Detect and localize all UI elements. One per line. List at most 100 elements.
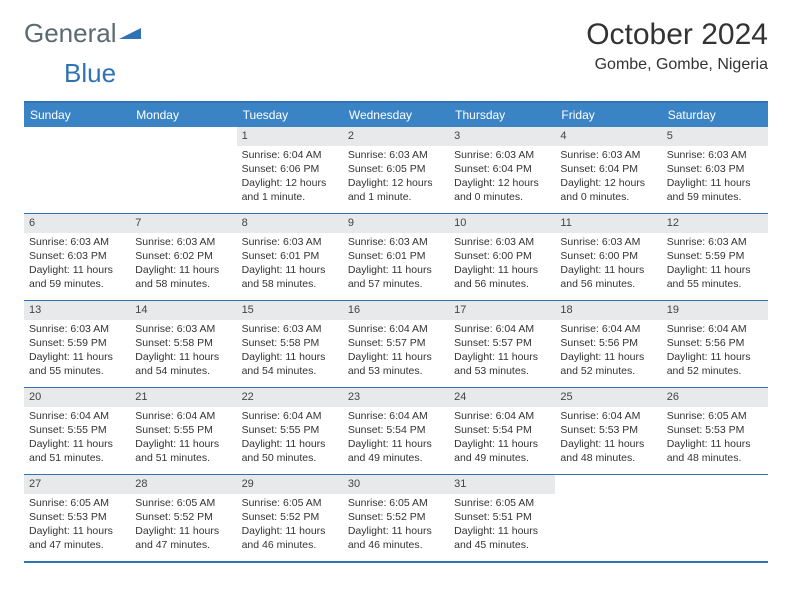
daylight-line: Daylight: 11 hours and 51 minutes. <box>135 437 231 465</box>
logo-text-blue: Blue <box>64 58 116 89</box>
daylight-line: Daylight: 11 hours and 49 minutes. <box>454 437 550 465</box>
sunrise-line: Sunrise: 6:03 AM <box>242 322 338 336</box>
day-number: 20 <box>24 388 130 407</box>
cell-body: Sunrise: 6:05 AMSunset: 5:53 PMDaylight:… <box>662 407 768 470</box>
week-row: 6Sunrise: 6:03 AMSunset: 6:03 PMDaylight… <box>24 213 768 300</box>
sunset-line: Sunset: 6:02 PM <box>135 249 231 263</box>
sunrise-line: Sunrise: 6:03 AM <box>29 322 125 336</box>
day-number: 16 <box>343 301 449 320</box>
day-number: 25 <box>555 388 661 407</box>
sunset-line: Sunset: 5:52 PM <box>348 510 444 524</box>
sunrise-line: Sunrise: 6:05 AM <box>667 409 763 423</box>
daylight-line: Daylight: 11 hours and 52 minutes. <box>667 350 763 378</box>
sunrise-line: Sunrise: 6:04 AM <box>348 409 444 423</box>
calendar-cell: 19Sunrise: 6:04 AMSunset: 5:56 PMDayligh… <box>662 301 768 387</box>
sunrise-line: Sunrise: 6:03 AM <box>667 148 763 162</box>
sunrise-line: Sunrise: 6:03 AM <box>667 235 763 249</box>
sunset-line: Sunset: 6:03 PM <box>667 162 763 176</box>
calendar-cell: 1Sunrise: 6:04 AMSunset: 6:06 PMDaylight… <box>237 127 343 213</box>
cell-body: Sunrise: 6:04 AMSunset: 5:56 PMDaylight:… <box>662 320 768 383</box>
day-number: 9 <box>343 214 449 233</box>
cell-body: Sunrise: 6:03 AMSunset: 5:58 PMDaylight:… <box>130 320 236 383</box>
sunrise-line: Sunrise: 6:03 AM <box>242 235 338 249</box>
day-header-cell: Sunday <box>24 103 130 127</box>
day-header-cell: Wednesday <box>343 103 449 127</box>
logo-text-general: General <box>24 18 117 49</box>
day-number: 4 <box>555 127 661 146</box>
day-number: 1 <box>237 127 343 146</box>
sunset-line: Sunset: 5:55 PM <box>135 423 231 437</box>
calendar-cell <box>24 127 130 213</box>
sunrise-line: Sunrise: 6:05 AM <box>135 496 231 510</box>
cell-body: Sunrise: 6:03 AMSunset: 6:04 PMDaylight:… <box>449 146 555 209</box>
daylight-line: Daylight: 11 hours and 58 minutes. <box>242 263 338 291</box>
sunset-line: Sunset: 5:53 PM <box>29 510 125 524</box>
sunset-line: Sunset: 5:53 PM <box>560 423 656 437</box>
sunset-line: Sunset: 6:01 PM <box>242 249 338 263</box>
sunrise-line: Sunrise: 6:03 AM <box>454 148 550 162</box>
calendar-cell: 2Sunrise: 6:03 AMSunset: 6:05 PMDaylight… <box>343 127 449 213</box>
sunset-line: Sunset: 5:58 PM <box>242 336 338 350</box>
cell-body: Sunrise: 6:05 AMSunset: 5:52 PMDaylight:… <box>130 494 236 557</box>
day-header-cell: Saturday <box>662 103 768 127</box>
calendar-cell <box>130 127 236 213</box>
sunrise-line: Sunrise: 6:03 AM <box>29 235 125 249</box>
day-number: 11 <box>555 214 661 233</box>
daylight-line: Daylight: 11 hours and 55 minutes. <box>29 350 125 378</box>
sunset-line: Sunset: 5:54 PM <box>348 423 444 437</box>
sunrise-line: Sunrise: 6:04 AM <box>560 322 656 336</box>
calendar-cell: 3Sunrise: 6:03 AMSunset: 6:04 PMDaylight… <box>449 127 555 213</box>
sunset-line: Sunset: 6:03 PM <box>29 249 125 263</box>
daylight-line: Daylight: 11 hours and 46 minutes. <box>242 524 338 552</box>
calendar-cell: 25Sunrise: 6:04 AMSunset: 5:53 PMDayligh… <box>555 388 661 474</box>
day-number: 8 <box>237 214 343 233</box>
sunset-line: Sunset: 6:01 PM <box>348 249 444 263</box>
sunrise-line: Sunrise: 6:04 AM <box>29 409 125 423</box>
sunset-line: Sunset: 6:04 PM <box>560 162 656 176</box>
sunrise-line: Sunrise: 6:04 AM <box>560 409 656 423</box>
calendar-cell: 9Sunrise: 6:03 AMSunset: 6:01 PMDaylight… <box>343 214 449 300</box>
cell-body: Sunrise: 6:04 AMSunset: 5:55 PMDaylight:… <box>24 407 130 470</box>
daylight-line: Daylight: 11 hours and 54 minutes. <box>242 350 338 378</box>
sunset-line: Sunset: 5:55 PM <box>29 423 125 437</box>
calendar-cell: 6Sunrise: 6:03 AMSunset: 6:03 PMDaylight… <box>24 214 130 300</box>
cell-body: Sunrise: 6:03 AMSunset: 6:01 PMDaylight:… <box>343 233 449 296</box>
cell-body: Sunrise: 6:03 AMSunset: 6:05 PMDaylight:… <box>343 146 449 209</box>
sunrise-line: Sunrise: 6:04 AM <box>242 409 338 423</box>
day-header-cell: Thursday <box>449 103 555 127</box>
calendar-cell: 14Sunrise: 6:03 AMSunset: 5:58 PMDayligh… <box>130 301 236 387</box>
logo: General <box>24 18 141 49</box>
calendar-cell: 7Sunrise: 6:03 AMSunset: 6:02 PMDaylight… <box>130 214 236 300</box>
week-row: 1Sunrise: 6:04 AMSunset: 6:06 PMDaylight… <box>24 127 768 213</box>
day-number: 19 <box>662 301 768 320</box>
cell-body: Sunrise: 6:03 AMSunset: 6:00 PMDaylight:… <box>449 233 555 296</box>
calendar-cell: 31Sunrise: 6:05 AMSunset: 5:51 PMDayligh… <box>449 475 555 561</box>
sunrise-line: Sunrise: 6:04 AM <box>135 409 231 423</box>
day-number: 31 <box>449 475 555 494</box>
cell-body: Sunrise: 6:04 AMSunset: 5:57 PMDaylight:… <box>343 320 449 383</box>
daylight-line: Daylight: 11 hours and 49 minutes. <box>348 437 444 465</box>
daylight-line: Daylight: 11 hours and 47 minutes. <box>29 524 125 552</box>
day-number: 3 <box>449 127 555 146</box>
sunrise-line: Sunrise: 6:03 AM <box>135 322 231 336</box>
day-number: 10 <box>449 214 555 233</box>
sunset-line: Sunset: 5:56 PM <box>667 336 763 350</box>
calendar-cell: 21Sunrise: 6:04 AMSunset: 5:55 PMDayligh… <box>130 388 236 474</box>
calendar-cell: 4Sunrise: 6:03 AMSunset: 6:04 PMDaylight… <box>555 127 661 213</box>
day-number: 23 <box>343 388 449 407</box>
daylight-line: Daylight: 11 hours and 58 minutes. <box>135 263 231 291</box>
sunset-line: Sunset: 6:04 PM <box>454 162 550 176</box>
calendar: SundayMondayTuesdayWednesdayThursdayFrid… <box>24 101 768 563</box>
day-header-cell: Monday <box>130 103 236 127</box>
sunrise-line: Sunrise: 6:03 AM <box>348 148 444 162</box>
daylight-line: Daylight: 11 hours and 54 minutes. <box>135 350 231 378</box>
daylight-line: Daylight: 11 hours and 47 minutes. <box>135 524 231 552</box>
day-header-cell: Friday <box>555 103 661 127</box>
cell-body: Sunrise: 6:05 AMSunset: 5:52 PMDaylight:… <box>343 494 449 557</box>
cell-body: Sunrise: 6:03 AMSunset: 6:03 PMDaylight:… <box>662 146 768 209</box>
sunset-line: Sunset: 5:58 PM <box>135 336 231 350</box>
sunset-line: Sunset: 5:57 PM <box>348 336 444 350</box>
cell-body: Sunrise: 6:05 AMSunset: 5:51 PMDaylight:… <box>449 494 555 557</box>
sunrise-line: Sunrise: 6:05 AM <box>29 496 125 510</box>
day-number: 15 <box>237 301 343 320</box>
